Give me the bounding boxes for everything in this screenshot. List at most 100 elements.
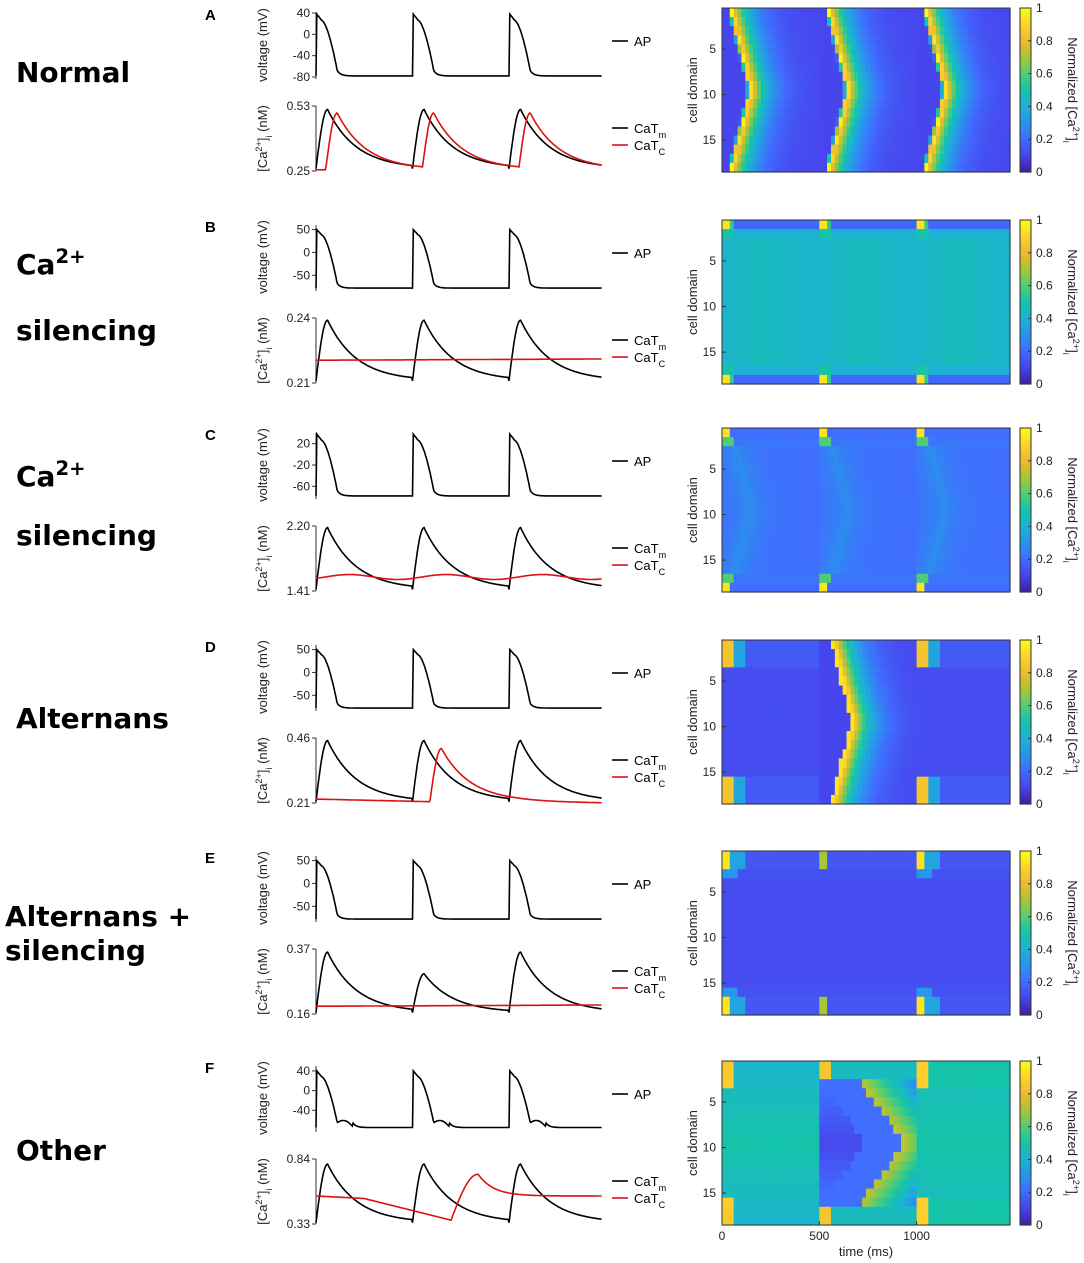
heatmap-cell — [764, 238, 770, 248]
heatmap-cell — [733, 374, 739, 385]
heatmap-cell — [745, 649, 750, 659]
heatmap-cell — [737, 703, 743, 714]
colorbar-tick-label: 1 — [1036, 1, 1043, 15]
heatmap-cell — [866, 108, 871, 118]
heatmap-cell — [737, 482, 743, 493]
heatmap-cell — [924, 446, 929, 456]
heatmap-cell — [1002, 564, 1007, 575]
heatmap-cell — [963, 519, 968, 529]
heatmap-cell — [807, 347, 813, 358]
heatmap-cell — [963, 500, 968, 511]
heatmap-cell — [990, 53, 996, 64]
heatmap-cell — [982, 491, 988, 502]
heatmap-cell — [939, 555, 945, 566]
heatmap-cell — [912, 338, 918, 349]
heatmap-cell — [760, 44, 766, 55]
heatmap-cell — [760, 510, 766, 520]
heatmap-cell — [862, 703, 867, 714]
heatmap-cell — [737, 17, 743, 27]
heatmap-cell — [819, 220, 824, 230]
colorbar-step — [1020, 469, 1031, 474]
heatmap-cell — [737, 117, 743, 128]
heatmap-cell — [916, 564, 922, 575]
heatmap-cell — [1006, 256, 1011, 267]
heatmap-cell — [947, 62, 953, 73]
colorbar-label: Normalized [Ca2+]i — [1061, 37, 1081, 143]
heatmap-cell — [901, 528, 906, 538]
heatmap-cell — [939, 71, 945, 82]
heatmap-cell — [753, 437, 758, 447]
heatmap-cell — [737, 265, 743, 276]
heatmap-cell — [998, 685, 1003, 696]
heatmap-cell — [745, 302, 750, 312]
heatmap-cell — [741, 283, 746, 294]
heatmap-cell — [760, 329, 766, 340]
heatmap-cell — [838, 356, 844, 367]
heatmap-cell — [928, 320, 933, 330]
heatmap-cell — [1002, 437, 1007, 447]
heatmap-cell — [873, 126, 879, 137]
heatmap-cell — [858, 247, 863, 258]
colorbar-frame — [1019, 427, 1032, 593]
heatmap-cell — [745, 117, 750, 128]
heatmap-cell — [858, 676, 863, 687]
heatmap-cell — [908, 356, 914, 367]
heatmap-cell — [978, 365, 984, 376]
heatmap-cell — [885, 320, 890, 330]
heatmap-cell — [955, 712, 960, 723]
heatmap-cell — [932, 428, 937, 438]
heatmap-cell — [881, 712, 887, 723]
heatmap-cell — [795, 53, 801, 64]
heatmap-cell — [729, 519, 735, 529]
heatmap-cell — [838, 703, 844, 714]
colorbar-step — [1020, 65, 1031, 71]
heatmap-cell — [974, 374, 980, 385]
heatmap-cell — [858, 117, 863, 128]
heatmap-cell — [846, 311, 852, 321]
heatmap-cell — [912, 491, 918, 502]
heatmap-cell — [897, 528, 902, 538]
heatmap-cell — [768, 482, 774, 493]
heatmap-cell — [1002, 546, 1007, 557]
heatmap-cell — [776, 500, 781, 511]
heatmap-cell — [795, 117, 801, 128]
heatmap-cell — [998, 712, 1003, 723]
heatmap-cell — [866, 582, 871, 593]
heatmap-cell — [1006, 510, 1011, 520]
heatmap-cell — [819, 35, 824, 46]
heatmap-cell — [764, 144, 770, 155]
heatmap-cell — [978, 564, 984, 575]
heatmap-cell — [823, 162, 828, 173]
heatmap-cell — [827, 510, 832, 520]
heatmap-cell — [741, 658, 746, 668]
heatmap-cell — [885, 374, 890, 385]
heatmap-cell — [943, 491, 949, 502]
heatmap-cell — [889, 320, 894, 330]
heatmap-cell — [776, 428, 781, 438]
heatmap-cell — [908, 220, 914, 230]
heatmap-cell — [971, 356, 976, 367]
heatmap-cell — [823, 144, 828, 155]
colorbar-step — [1020, 477, 1031, 482]
heatmap-cell — [943, 473, 949, 484]
heatmap-cell — [885, 247, 890, 258]
heatmap-cell — [854, 320, 859, 330]
heatmap-cell — [838, 126, 844, 137]
heatmap-cell — [920, 446, 925, 456]
heatmap-cell — [815, 229, 820, 239]
heatmap-cell — [901, 703, 906, 714]
heatmap-cell — [807, 117, 813, 128]
heatmap-cell — [776, 722, 781, 732]
heatmap-cell — [768, 238, 774, 248]
heatmap-cell — [749, 292, 754, 303]
heatmap-cell — [788, 44, 793, 55]
heatmap-cell — [741, 256, 746, 267]
heatmap-cell — [749, 17, 754, 27]
heatmap-cell — [827, 528, 832, 538]
heatmap-cell — [959, 53, 964, 64]
heatmap-cell — [760, 712, 766, 723]
heatmap-cell — [955, 694, 960, 705]
heatmap-cell — [815, 329, 820, 340]
heatmap-cell — [955, 703, 960, 714]
heatmap-cell — [877, 356, 883, 367]
